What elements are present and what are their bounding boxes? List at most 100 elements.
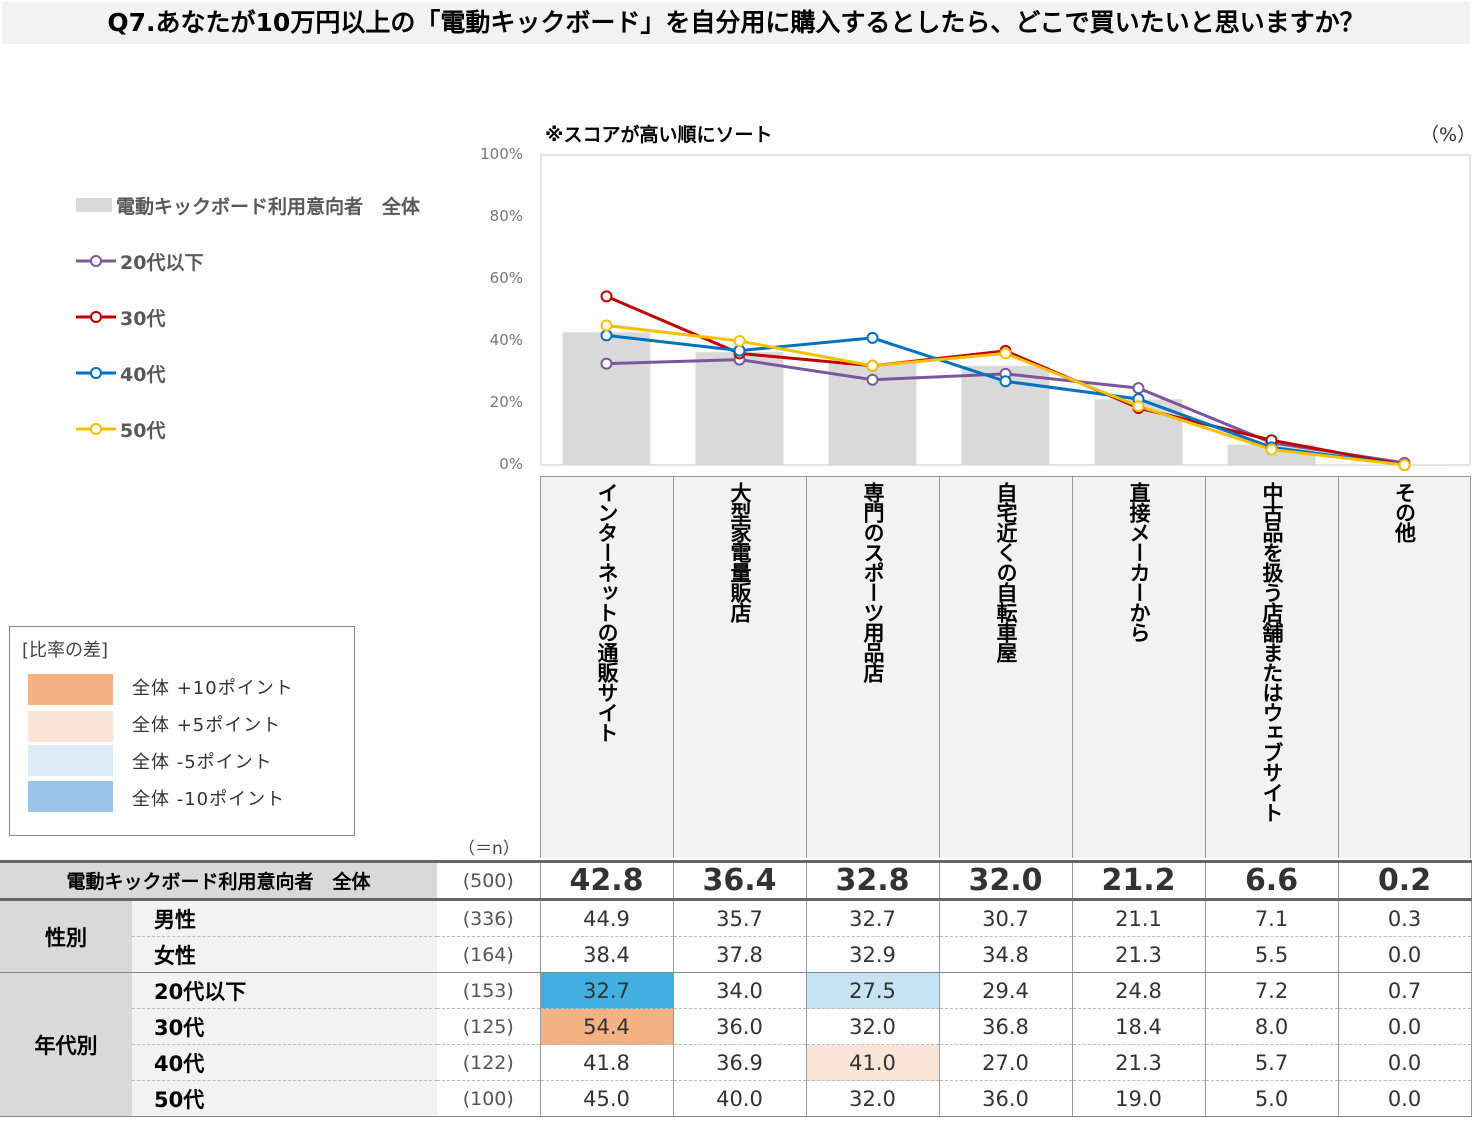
table-row-total: 電動キックボード利用意向者 全体 (500) 42.8 36.4 32.8 32… xyxy=(0,860,1472,901)
table-cell: 21.3 xyxy=(1071,1044,1206,1081)
table-row: 性別 男性 (336) 44.9 35.7 32.7 30.7 21.1 7.1… xyxy=(0,899,1472,973)
row-label-total: 電動キックボード利用意向者 全体 xyxy=(0,860,438,901)
table-cell: 41.8 xyxy=(539,1044,674,1081)
diff-swatch-plus10 xyxy=(28,674,113,705)
category-col-5: 中古品を扱う店舗またはウェブサイト xyxy=(1205,476,1338,858)
table-row: 40代 (122) 41.8 36.9 41.0 27.0 21.3 5.7 0… xyxy=(0,1044,1472,1081)
cell-total-2: 32.8 xyxy=(805,860,940,901)
series-0-point-2 xyxy=(866,373,879,386)
n-male: (336) xyxy=(437,899,541,937)
category-label-3: 自宅近くの自転車屋 xyxy=(994,482,1019,662)
table-cell: 8.0 xyxy=(1204,1008,1339,1045)
diff-label-plus10: 全体 +10ポイント xyxy=(132,678,294,699)
y-tick-40: 40% xyxy=(489,331,523,349)
n-20s: (153) xyxy=(437,972,541,1009)
diff-swatch-minus10 xyxy=(28,781,113,812)
series-3-point-5 xyxy=(1265,443,1278,456)
series-1-point-0 xyxy=(600,290,613,303)
y-tick-0: 0% xyxy=(499,455,523,473)
table-cell: 36.8 xyxy=(938,1008,1073,1045)
table-cell: 0.0 xyxy=(1337,1044,1472,1081)
table-cell: 54.4 xyxy=(539,1008,674,1045)
legend-30s-label: 30代 xyxy=(120,307,166,330)
legend-40s: 40代 xyxy=(76,359,165,387)
table-cell: 7.2 xyxy=(1204,972,1339,1009)
table-row: 30代 (125) 54.4 36.0 32.0 36.8 18.4 8.0 0… xyxy=(0,1008,1472,1045)
cell-total-0: 42.8 xyxy=(539,860,674,901)
table-cell: 34.8 xyxy=(938,936,1073,973)
n-30s: (125) xyxy=(437,1008,541,1045)
n-label: （＝n） xyxy=(458,839,520,859)
table-cell: 44.9 xyxy=(539,899,674,937)
series-2-point-1 xyxy=(733,344,746,357)
table-cell: 36.0 xyxy=(672,1008,807,1045)
category-label-4: 直接メーカーから xyxy=(1127,482,1152,642)
category-top-border xyxy=(540,476,1471,477)
category-label-0: インターネットの通販サイト xyxy=(595,482,620,742)
table-cell: 0.0 xyxy=(1337,936,1472,973)
series-2-point-0 xyxy=(600,329,613,342)
data-table: 電動キックボード利用意向者 全体 (500) 42.8 36.4 32.8 32… xyxy=(0,860,1472,1117)
table-cell: 32.0 xyxy=(805,1080,940,1117)
n-female: (164) xyxy=(437,936,541,973)
row-label-male: 男性 xyxy=(132,899,438,937)
series-3-point-6 xyxy=(1398,459,1411,471)
series-3-point-3 xyxy=(999,347,1012,360)
category-col-2: 専門のスポーツ用品店 xyxy=(806,476,939,858)
legend-20s-marker xyxy=(76,255,116,267)
table-row: 女性 (164) 38.4 37.8 32.9 34.8 21.3 5.5 0.… xyxy=(0,936,1472,973)
legend-40s-marker xyxy=(76,367,116,379)
cell-total-1: 36.4 xyxy=(672,860,807,901)
table-cell: 7.1 xyxy=(1204,899,1339,937)
series-3-point-1 xyxy=(733,335,746,347)
table-cell: 32.0 xyxy=(805,1008,940,1045)
table-cell: 21.1 xyxy=(1071,899,1206,937)
series-0-point-4 xyxy=(1132,382,1145,395)
row-label-30s: 30代 xyxy=(132,1008,438,1045)
table-cell: 32.7 xyxy=(805,899,940,937)
category-label-6: その他 xyxy=(1392,482,1417,542)
series-3-point-2 xyxy=(866,359,879,372)
legend-40s-label: 40代 xyxy=(120,363,166,386)
table-cell: 5.5 xyxy=(1204,936,1339,973)
legend-total: 電動キックボード利用意向者 全体 xyxy=(76,191,420,219)
legend-bar-swatch xyxy=(76,198,112,212)
table-cell: 21.3 xyxy=(1071,936,1206,973)
table-cell: 34.0 xyxy=(672,972,807,1009)
cell-total-4: 21.2 xyxy=(1071,860,1206,901)
diff-label-minus10: 全体 -10ポイント xyxy=(132,789,286,810)
series-3-point-4 xyxy=(1132,400,1145,413)
table-row: 50代 (100) 45.0 40.0 32.0 36.0 19.0 5.0 0… xyxy=(0,1080,1472,1117)
bar-0 xyxy=(562,332,651,465)
series-2-point-2 xyxy=(866,331,879,344)
y-tick-60: 60% xyxy=(489,269,523,287)
table-cell: 32.9 xyxy=(805,936,940,973)
table-cell: 32.7 xyxy=(539,972,674,1009)
row-label-50s: 50代 xyxy=(132,1080,438,1117)
diff-label-minus5: 全体 -5ポイント xyxy=(132,752,273,773)
table-cell: 0.0 xyxy=(1337,1008,1472,1045)
series-3-point-0 xyxy=(600,319,613,332)
legend-20s: 20代以下 xyxy=(76,247,203,275)
table-cell: 5.7 xyxy=(1204,1044,1339,1081)
legend-50s: 50代 xyxy=(76,415,165,443)
category-col-4: 直接メーカーから xyxy=(1072,476,1205,858)
category-label-1: 大型家電量販店 xyxy=(728,482,753,622)
legend-30s-marker xyxy=(76,311,116,323)
y-tick-100: 100% xyxy=(480,145,523,163)
legend-total-label: 電動キックボード利用意向者 全体 xyxy=(116,195,421,218)
sort-note: ※スコアが高い順にソート xyxy=(545,124,773,146)
category-label-5: 中古品を扱う店舗またはウェブサイト xyxy=(1260,482,1285,822)
category-label-2: 専門のスポーツ用品店 xyxy=(861,482,886,682)
table-row: 年代別 20代以下 (153) 32.7 34.0 27.5 29.4 24.8… xyxy=(0,972,1472,1117)
table-cell: 30.7 xyxy=(938,899,1073,937)
table-cell: 37.8 xyxy=(672,936,807,973)
table-cell: 41.0 xyxy=(805,1044,940,1081)
bar-1 xyxy=(695,352,784,465)
legend-50s-marker xyxy=(76,423,116,435)
unit-label: （%） xyxy=(1420,124,1473,146)
row-label-40s: 40代 xyxy=(132,1044,438,1081)
table-cell: 29.4 xyxy=(938,972,1073,1009)
y-tick-80: 80% xyxy=(489,207,523,225)
legend-30s: 30代 xyxy=(76,303,165,331)
